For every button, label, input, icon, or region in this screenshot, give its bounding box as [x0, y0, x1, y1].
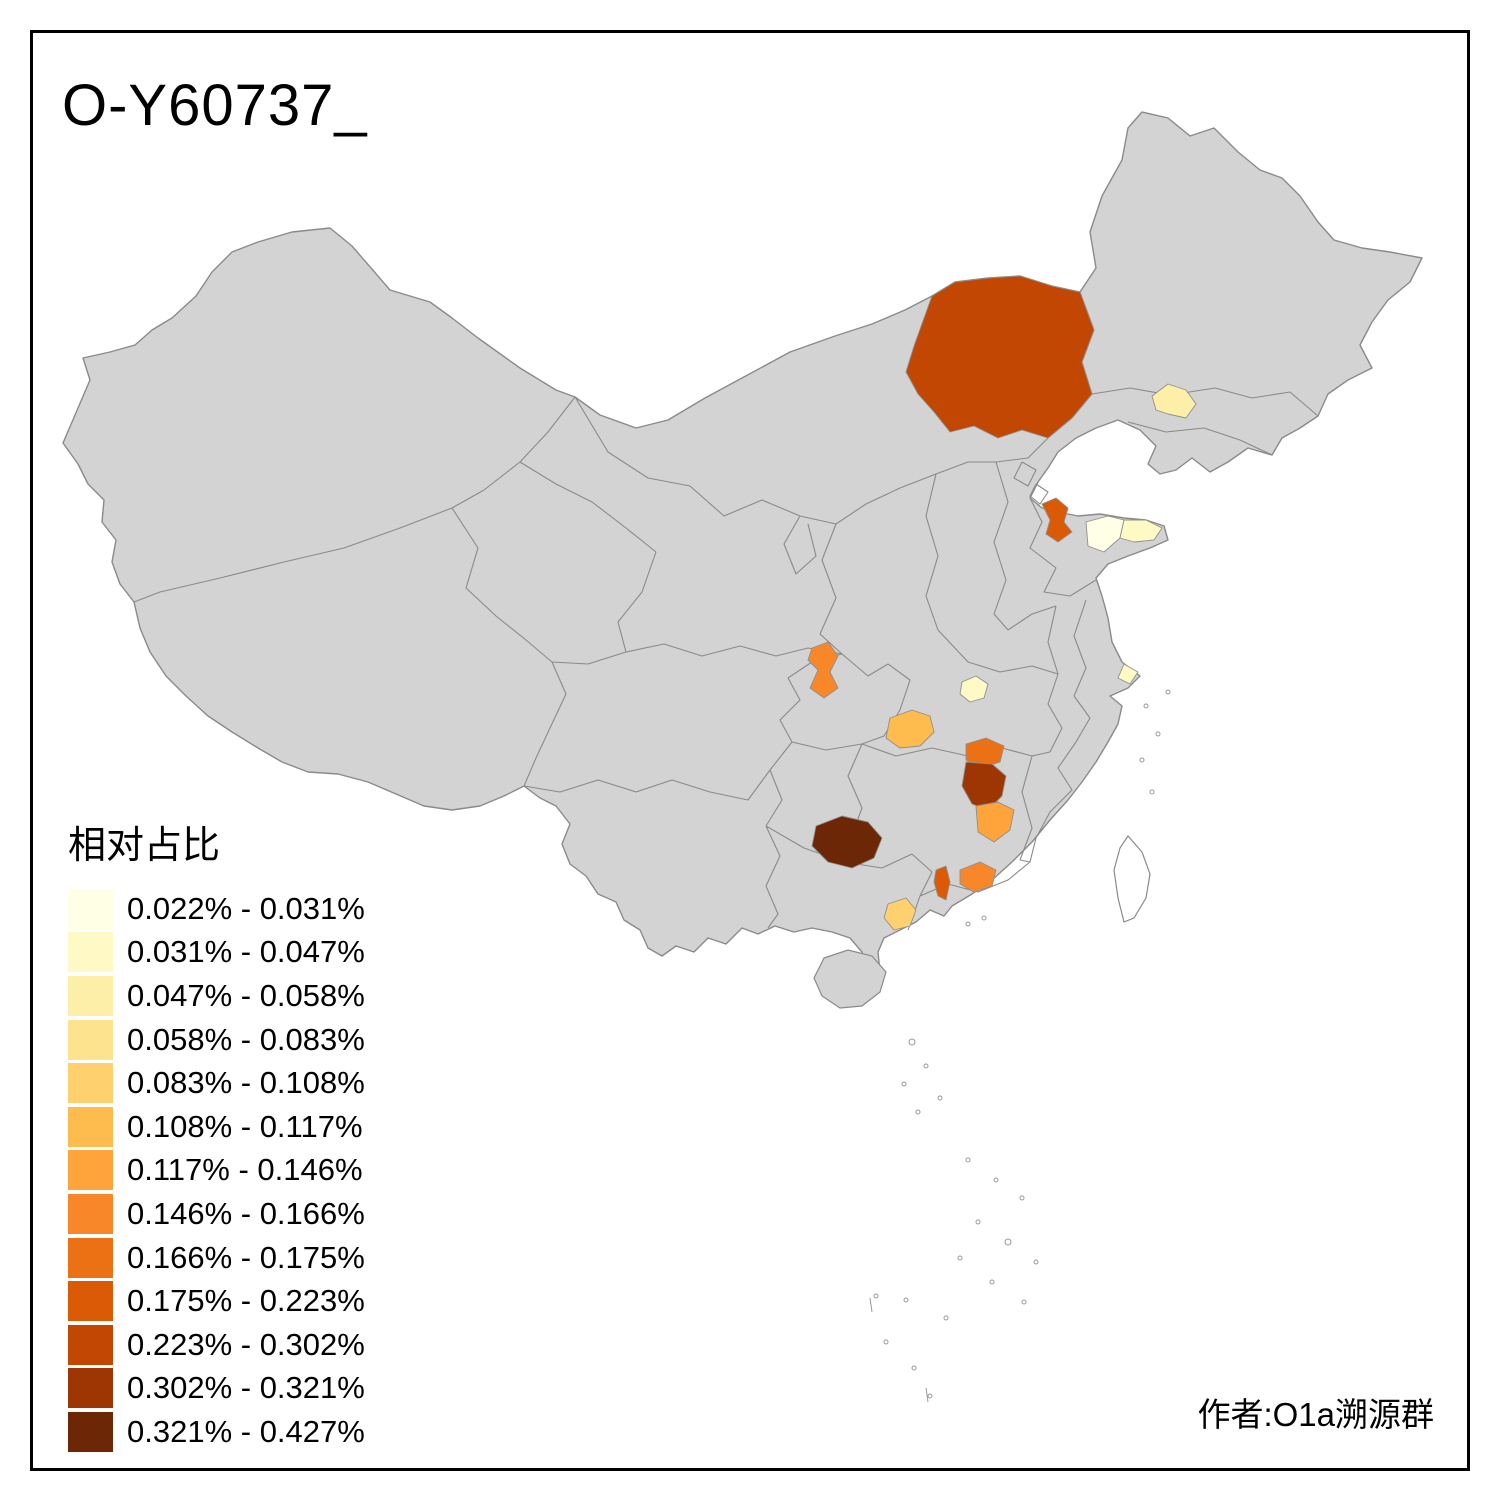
legend-swatch: [68, 932, 113, 973]
legend-title: 相对占比: [68, 825, 221, 867]
hainan-island: [813, 949, 887, 1009]
legend-swatch: [68, 1324, 113, 1365]
legend-label: 0.117% - 0.146%: [127, 1152, 363, 1188]
taiwan-island: [1113, 835, 1151, 923]
legend-label: 0.108% - 0.117%: [127, 1108, 363, 1144]
legend-item: 0.108% - 0.117%: [68, 1105, 365, 1149]
legend-items: 0.022% - 0.031% 0.031% - 0.047% 0.047% -…: [68, 887, 365, 1454]
small-islands: [869, 689, 1171, 1403]
legend-item: 0.031% - 0.047%: [68, 931, 365, 975]
region-jiangsu-shanghai: [1117, 663, 1139, 685]
region-hubei-southwest: [885, 709, 935, 749]
map-title: O-Y60737_: [62, 73, 368, 138]
legend-label: 0.223% - 0.302%: [127, 1326, 365, 1362]
legend-label: 0.031% - 0.047%: [127, 934, 365, 970]
legend-item: 0.047% - 0.058%: [68, 974, 365, 1018]
legend-item: 0.146% - 0.166%: [68, 1192, 365, 1236]
legend-label: 0.166% - 0.175%: [127, 1239, 365, 1275]
legend-item: 0.058% - 0.083%: [68, 1018, 365, 1062]
legend-swatch: [68, 1368, 113, 1409]
legend-swatch: [68, 1411, 113, 1452]
legend-label: 0.047% - 0.058%: [127, 977, 365, 1013]
legend: 相对占比 0.022% - 0.031% 0.031% - 0.047% 0.0…: [68, 814, 365, 1454]
legend-item: 0.083% - 0.108%: [68, 1061, 365, 1105]
legend-swatch: [68, 1193, 113, 1234]
legend-swatch: [68, 1106, 113, 1147]
region-guizhou-central: [811, 815, 883, 869]
legend-item: 0.223% - 0.302%: [68, 1323, 365, 1367]
region-hubei-central: [959, 675, 989, 703]
legend-item: 0.175% - 0.223%: [68, 1279, 365, 1323]
legend-label: 0.321% - 0.427%: [127, 1413, 365, 1449]
region-hunan-north: [965, 737, 1005, 769]
region-shandong-west: [1041, 497, 1073, 543]
legend-swatch: [68, 1237, 113, 1278]
legend-item: 0.166% - 0.175%: [68, 1236, 365, 1280]
legend-swatch: [68, 1281, 113, 1322]
region-guangdong-north: [933, 865, 951, 901]
legend-label: 0.302% - 0.321%: [127, 1370, 365, 1406]
region-guangdong-northeast: [959, 861, 997, 893]
legend-item: 0.302% - 0.321%: [68, 1367, 365, 1411]
legend-label: 0.146% - 0.166%: [127, 1195, 365, 1231]
legend-label: 0.058% - 0.083%: [127, 1021, 365, 1057]
legend-swatch: [68, 888, 113, 929]
legend-label: 0.083% - 0.108%: [127, 1065, 365, 1101]
legend-swatch: [68, 1019, 113, 1060]
legend-item: 0.321% - 0.427%: [68, 1410, 365, 1454]
region-guangxi-southeast: [883, 897, 917, 931]
region-hunan-south: [975, 801, 1015, 843]
region-shandong-peninsula: [1119, 519, 1163, 543]
legend-swatch: [68, 1063, 113, 1104]
legend-swatch: [68, 1150, 113, 1191]
legend-swatch: [68, 975, 113, 1016]
legend-item: 0.117% - 0.146%: [68, 1149, 365, 1193]
legend-label: 0.022% - 0.031%: [127, 890, 365, 926]
region-chongqing: [807, 641, 839, 699]
legend-item: 0.022% - 0.031%: [68, 887, 365, 931]
attribution: 作者:O1a溯源群: [1197, 1396, 1434, 1433]
region-jilin-west: [1151, 383, 1197, 419]
region-northeast-inner-mongolia: [905, 275, 1095, 439]
legend-label: 0.175% - 0.223%: [127, 1283, 365, 1319]
